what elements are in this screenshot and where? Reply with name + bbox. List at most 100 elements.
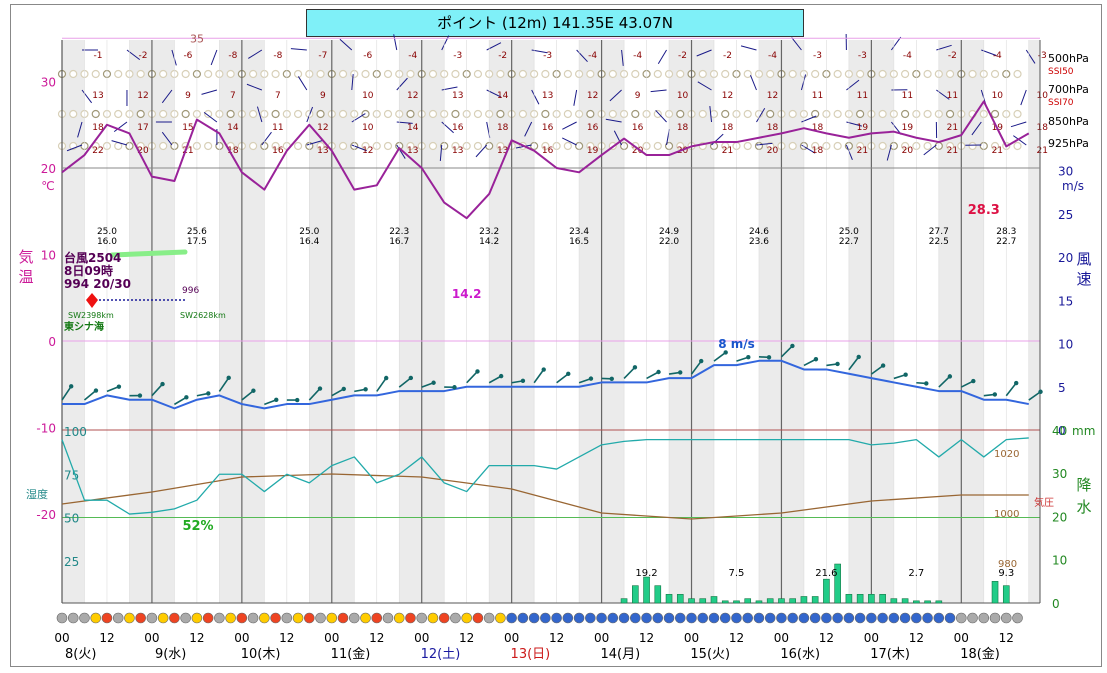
wind-barb: [203, 111, 218, 123]
wind-arrow: [1005, 382, 1017, 397]
ssi-label: SSI50: [1048, 67, 1074, 77]
precip-tick: 30: [1052, 467, 1067, 481]
upper-value: 10: [362, 91, 374, 101]
cloud-marker: [293, 109, 303, 119]
wind-arrow: [174, 396, 187, 406]
wind-arrow: [646, 371, 659, 380]
wind-arrow-head: [226, 375, 231, 381]
cloud-marker: [159, 69, 168, 79]
upper-value: 12: [137, 91, 148, 101]
precip-tick: 10: [1052, 554, 1067, 568]
wind-max-label: 8 m/s: [718, 337, 755, 351]
wind-tick: 15: [1058, 294, 1073, 308]
cloud-marker: [743, 109, 752, 119]
temp-axis-label: 温: [18, 268, 33, 286]
cloud-marker: [676, 69, 685, 79]
cloud-marker: [136, 69, 145, 79]
wind-barb: [613, 130, 623, 146]
precip-unit: mm: [1072, 424, 1095, 438]
weather-icon: [663, 612, 675, 624]
cloud-marker: [901, 109, 910, 119]
wind-barb: [161, 131, 173, 146]
cloud-marker: [833, 141, 842, 151]
cloud-marker: [563, 69, 572, 79]
temp-min-label: 22.5: [929, 237, 949, 247]
cloud-marker: [518, 69, 527, 79]
wind-arrow: [938, 375, 951, 388]
cloud-marker: [204, 69, 213, 79]
wind-arrow-head: [1014, 380, 1019, 386]
cloud-marker: [159, 109, 168, 119]
cloud-marker: [968, 69, 977, 79]
typhoon-info: 994 20/30: [64, 277, 131, 291]
weather-icon: [56, 612, 68, 624]
wind-arrow-head: [475, 369, 480, 374]
wind-arrow: [331, 388, 345, 397]
upper-value: 11: [272, 123, 283, 133]
wind-unit: m/s: [1062, 179, 1084, 193]
temp-max-label: 27.7: [929, 227, 949, 237]
upper-value: -4: [768, 51, 777, 61]
precip-bar: [935, 600, 943, 604]
cloud-marker: [338, 69, 348, 79]
wind-arrow-head: [452, 385, 457, 390]
typhoon-pressure: 996: [182, 286, 199, 296]
upper-value: 18: [722, 123, 734, 133]
day-label: 9(水): [155, 647, 186, 662]
temp-peak-label: 28.3: [968, 203, 1000, 218]
temp-max-label: 23.2: [479, 227, 499, 237]
cloud-marker: [136, 109, 145, 119]
upper-value: 9: [635, 91, 641, 101]
upper-value: 21: [1037, 146, 1048, 156]
upper-value: 7: [275, 91, 281, 101]
cloud-marker: [361, 141, 370, 151]
cloud-marker: [249, 109, 258, 119]
wind-arrow-head: [924, 381, 929, 386]
cloud-marker: [833, 69, 842, 79]
wind-barb: [621, 49, 624, 66]
cloud-marker: [586, 69, 595, 79]
cloud-marker: [788, 109, 797, 119]
cloud-marker: [496, 69, 505, 79]
upper-value: 12: [767, 91, 778, 101]
upper-value: -2: [723, 51, 732, 61]
temp-tick: -10: [36, 422, 56, 436]
hour-tick: 12: [549, 631, 564, 645]
temp-min-label: 22.7: [839, 237, 859, 247]
weather-icon: [90, 612, 102, 624]
upper-value: 18: [767, 123, 779, 133]
cloud-marker: [811, 141, 820, 151]
weather-icon: [337, 612, 349, 624]
wind-barb: [756, 108, 766, 123]
wind-barb: [696, 49, 712, 57]
series-lines: [61, 100, 1043, 520]
wind-arrow: [376, 377, 387, 392]
cloud-marker: [249, 141, 258, 151]
hour-tick: 00: [684, 631, 699, 645]
wind-barb: [1010, 121, 1027, 128]
upper-value: 21: [947, 146, 958, 156]
ssi-label: SSI70: [1048, 98, 1074, 108]
upper-value: 11: [857, 91, 868, 101]
weather-icon: [843, 612, 855, 624]
cloud-marker: [743, 69, 752, 79]
wind-arrow-head: [498, 373, 504, 379]
wind-arrow: [780, 345, 793, 358]
cloud-marker: [383, 69, 393, 79]
wind-barb: [339, 38, 353, 51]
hour-tick: 12: [819, 631, 834, 645]
precip-bar: [834, 563, 841, 604]
wind-barb: [655, 109, 667, 123]
weather-icon: [798, 612, 810, 624]
upper-value: 10: [992, 91, 1004, 101]
cloud-marker: [945, 141, 955, 151]
wind-barb: [576, 49, 588, 63]
upper-value: 9: [320, 91, 326, 101]
temp-max-label: 28.3: [996, 227, 1016, 237]
wind-arrow: [556, 373, 569, 384]
hour-tick: 12: [729, 631, 744, 645]
typhoon-dist2: SW2628km: [180, 311, 226, 320]
wind-barb: [750, 74, 757, 91]
typhoon-dist1: SW2398km: [68, 311, 114, 320]
